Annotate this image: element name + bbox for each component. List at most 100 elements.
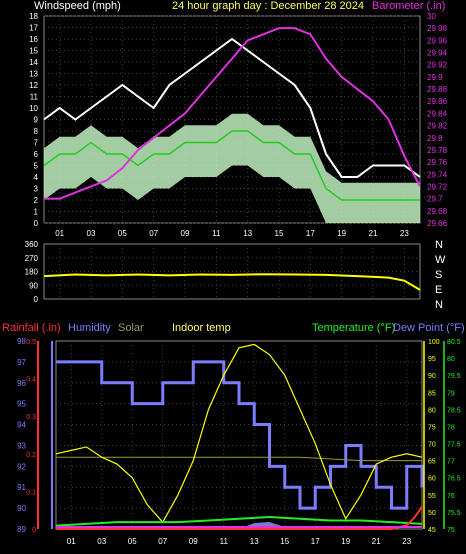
dewpoint-label: Dew Point (°F)	[393, 322, 465, 334]
hour-tick-label: 23	[402, 537, 411, 546]
hour-tick-label: 05	[128, 537, 137, 546]
dewpoint-line	[55, 516, 423, 527]
wind-tick-label: 1	[34, 208, 39, 217]
direction-tick-label: 0	[34, 295, 39, 304]
barometer-tick-label: 29.82	[427, 122, 448, 131]
dewpoint-tick-label: 76	[447, 493, 455, 500]
hour-tick-label: 19	[341, 537, 350, 546]
direction-tick-label: 360	[25, 240, 39, 249]
temperature-tick-label: 75	[428, 424, 436, 431]
wind-gust-line	[43, 37, 421, 178]
barometer-tick-label: 29.98	[427, 24, 448, 33]
temperature-label: Temperature (°F)	[312, 322, 395, 334]
hour-tick-label: 03	[97, 537, 106, 546]
barometer-tick-label: 29.92	[427, 61, 448, 70]
hour-tick-label: 03	[87, 229, 96, 238]
hour-tick-label: 15	[280, 537, 289, 546]
temperature-tick-label: 90	[428, 373, 436, 380]
hour-tick-label: 01	[55, 229, 64, 238]
humidity-tick-label: 98	[17, 337, 26, 346]
hour-tick-label: 13	[243, 229, 252, 238]
humidity-tick-label: 89	[17, 525, 26, 534]
hour-tick-label: 01	[67, 537, 76, 546]
compass-label: S	[435, 269, 442, 281]
barometer-tick-label: 29.74	[427, 170, 448, 179]
barometer-tick-label: 29.78	[427, 146, 448, 155]
wind-tick-label: 18	[29, 12, 38, 21]
wind-tick-label: 5	[34, 162, 39, 171]
direction-tick-label: 180	[25, 268, 39, 277]
barometer-tick-label: 29.8	[427, 134, 443, 143]
dewpoint-tick-label: 79.5	[447, 373, 461, 380]
barometer-tick-label: 29.76	[427, 158, 448, 167]
hour-tick-label: 11	[220, 537, 229, 546]
humidity-tick-label: 96	[17, 379, 26, 388]
wind-tick-label: 11	[30, 93, 39, 102]
compass-label: W	[435, 254, 446, 266]
wind-tick-label: 0	[34, 219, 39, 228]
rainfall-tick-label: 0.1	[26, 489, 36, 496]
humidity-line	[56, 360, 424, 510]
temperature-tick-label: 70	[428, 442, 436, 449]
wind-average-line	[43, 130, 420, 201]
wind-tick-label: 12	[29, 81, 38, 90]
solar-label: Solar	[118, 322, 144, 334]
direction-tick-label: 270	[25, 254, 39, 263]
wind-tick-label: 7	[34, 139, 39, 148]
dewpoint-tick-label: 78.5	[447, 407, 461, 414]
temperature-tick-label: 55	[428, 493, 436, 500]
humidity-tick-label: 90	[17, 504, 26, 513]
temperature-tick-label: 60	[428, 476, 436, 483]
hour-tick-label: 13	[250, 537, 259, 546]
barometer-tick-label: 29.84	[427, 109, 448, 118]
dewpoint-tick-label: 80	[447, 356, 455, 363]
dewpoint-tick-label: 76.5	[447, 476, 461, 483]
wind-avg-band	[44, 113, 420, 223]
temperature-tick-label: 80	[428, 407, 436, 414]
wind-tick-label: 10	[29, 104, 38, 113]
temperature-tick-label: 100	[428, 339, 440, 346]
wind-direction-line	[43, 273, 421, 291]
wind-tick-label: 15	[29, 47, 38, 56]
wind-tick-label: 16	[29, 35, 38, 44]
hour-tick-label: 23	[400, 229, 409, 238]
hour-tick-label: 21	[372, 537, 381, 546]
temperature-tick-label: 45	[428, 527, 436, 534]
humidity-tick-label: 91	[17, 483, 26, 492]
compass-label: E	[435, 284, 442, 296]
barometer-tick-label: 29.7	[427, 195, 443, 204]
wind-axis-label: Windspeed (mph)	[34, 0, 121, 12]
barometer-tick-label: 29.96	[427, 36, 448, 45]
dewpoint-tick-label: 75.5	[447, 510, 461, 517]
hour-tick-label: 15	[275, 229, 284, 238]
wind-tick-label: 13	[29, 70, 38, 79]
temperature-tick-label: 50	[428, 510, 436, 517]
dewpoint-tick-label: 78	[447, 424, 455, 431]
humidity-label: Humidity	[68, 322, 111, 334]
hour-tick-label: 09	[181, 229, 190, 238]
barometer-tick-label: 29.68	[427, 207, 448, 216]
indoor-temp-line	[56, 456, 422, 462]
hour-tick-label: 07	[149, 229, 158, 238]
hour-tick-label: 17	[311, 537, 320, 546]
humidity-tick-label: 94	[17, 421, 26, 430]
wind-tick-label: 9	[34, 116, 39, 125]
barometer-tick-label: 29.72	[427, 182, 448, 191]
hour-tick-label: 07	[158, 537, 167, 546]
rainfall-label: Rainfall (.in)	[2, 322, 61, 334]
direction-tick-label: 90	[29, 281, 38, 290]
barometer-tick-label: 29.9	[427, 73, 443, 82]
chart-title: 24 hour graph day : December 28 2024	[172, 0, 364, 12]
humidity-tick-label: 95	[17, 400, 26, 409]
indoor-temp-label: Indoor temp	[172, 322, 231, 334]
rainfall-tick-label: 0	[32, 527, 36, 534]
rainfall-tick-label: 0.2	[26, 452, 36, 459]
barometer-line	[44, 27, 421, 200]
wind-tick-label: 14	[29, 58, 38, 67]
temperature-tick-label: 95	[428, 356, 436, 363]
hour-tick-label: 09	[189, 537, 198, 546]
dewpoint-tick-label: 77	[447, 459, 455, 466]
compass-label: N	[435, 299, 443, 311]
humidity-tick-label: 93	[17, 441, 26, 450]
